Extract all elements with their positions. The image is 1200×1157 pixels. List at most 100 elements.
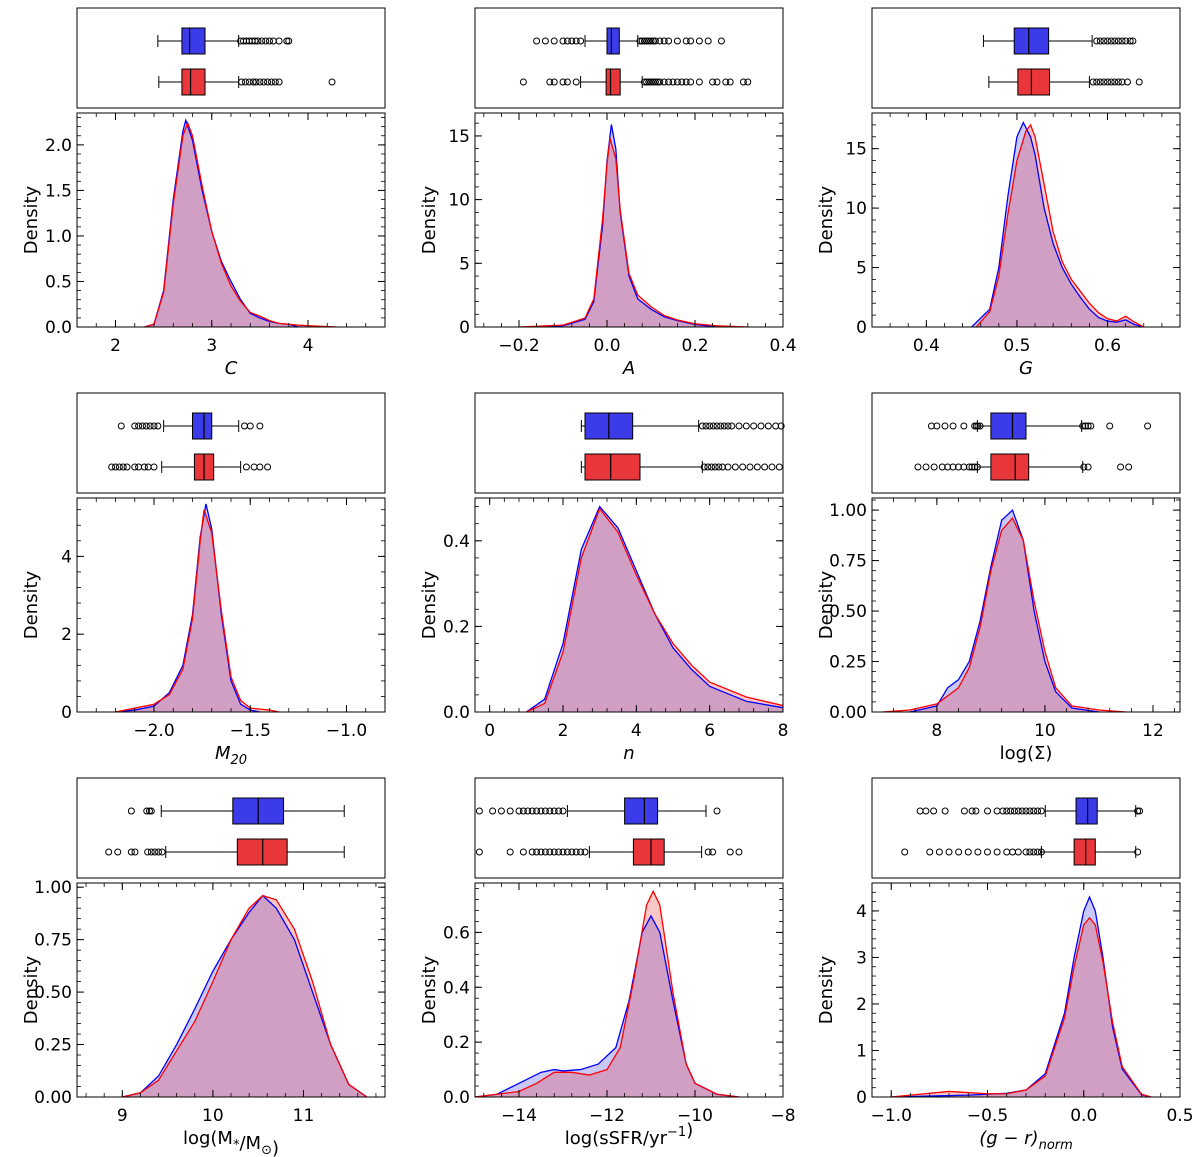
kde-line-blue [525, 505, 783, 712]
outlier-point [1144, 422, 1152, 430]
outlier-point [704, 848, 712, 856]
kde-fill-blue [475, 915, 739, 1097]
outlier-point [269, 37, 277, 45]
x-label-end: ) [686, 1120, 693, 1141]
kde-fill-blue [891, 896, 1152, 1097]
outlier-point [238, 78, 246, 86]
y-tick-label: 0.2 [443, 1033, 470, 1053]
outlier-point [965, 463, 973, 471]
subplot-C: 2 3 4 0.0 0.5 1.0 1.5 2.0 Density C [21, 7, 386, 379]
y-axis-label: Density [21, 955, 42, 1024]
outlier-point [1111, 78, 1119, 86]
x-tick-label: −10 [677, 1106, 713, 1126]
kde-line-red [144, 121, 337, 327]
outlier-point [1107, 37, 1115, 45]
outlier-point [704, 37, 712, 45]
outlier-point [1084, 463, 1092, 471]
boxplot-frame [474, 777, 784, 879]
density-plot-area [891, 895, 1152, 1097]
x-label-sub: norm [1039, 1138, 1073, 1153]
y-axis-label: Density [419, 570, 440, 639]
outlier-point [1003, 848, 1011, 856]
outlier-point [559, 37, 567, 45]
outlier-point [135, 422, 143, 430]
outlier-point [713, 78, 721, 86]
boxplot-frame [474, 392, 784, 494]
outlier-point [724, 463, 732, 471]
outlier-point [739, 463, 747, 471]
outlier-point [252, 78, 260, 86]
y-tick-label: 10 [845, 199, 867, 219]
y-tick-label: 4 [61, 547, 72, 567]
outlier-point [673, 37, 681, 45]
x-axis-label: log(M*/M⊙) [183, 1128, 279, 1157]
outlier-point [1111, 37, 1119, 45]
x-tick-label: 8 [778, 721, 789, 741]
y-tick-label: 15 [448, 127, 470, 147]
outlier-point [555, 848, 563, 856]
outlier-point [154, 422, 162, 430]
boxplot-frame [871, 392, 1181, 494]
y-tick-label: 0.25 [34, 1036, 72, 1056]
density-plot-area [971, 120, 1145, 327]
y-tick-label: 1.00 [829, 501, 867, 521]
outlier-point [131, 848, 139, 856]
outlier-point [645, 37, 653, 45]
kde-line-red [526, 507, 783, 712]
x-tick-label: −1.0 [326, 721, 367, 741]
y-axis-label: Density [419, 955, 440, 1024]
outlier-point [506, 807, 514, 815]
outlier-point [563, 848, 571, 856]
y-tick-label: 0.00 [829, 703, 867, 723]
boxplot-frame [76, 7, 386, 109]
box-blue [624, 797, 659, 825]
outlier-point [249, 78, 257, 86]
box-blue [990, 412, 1027, 440]
x-label-main: (g − r) [979, 1128, 1038, 1149]
y-tick-label: 0.0 [443, 703, 470, 723]
outlier-point [949, 463, 957, 471]
outlier-point [1114, 78, 1122, 86]
subplot-M20: −2.0 −1.5 −1.0 0 2 4 Density M20 [21, 392, 386, 768]
outlier-point [258, 37, 266, 45]
x-tick-label: 0.4 [913, 336, 940, 356]
y-tick-label: 3 [856, 948, 867, 968]
outlier-point [775, 463, 783, 471]
x-tick-label: −0.5 [967, 1106, 1008, 1126]
boxplot-panel [76, 777, 386, 879]
subplot-G: 0.4 0.5 0.6 0 5 10 15 Density G [816, 7, 1181, 379]
outlier-point [572, 848, 580, 856]
kde-fill-blue [144, 120, 308, 327]
outlier-point [528, 807, 536, 815]
outlier-point [955, 848, 963, 856]
outlier-point [722, 78, 730, 86]
kde-fill-red [115, 509, 280, 712]
outlier-point [283, 37, 291, 45]
outlier-point [651, 78, 659, 86]
y-axis-label: Density [816, 185, 837, 254]
outlier-point [971, 463, 979, 471]
outlier-point [935, 848, 943, 856]
outlier-point [550, 807, 558, 815]
y-tick-label: 10 [448, 191, 470, 211]
x-label-main: A [622, 358, 635, 379]
outlier-point [704, 463, 712, 471]
outlier-point [563, 37, 571, 45]
y-tick-label: 1.5 [45, 181, 72, 201]
outlier-point [764, 422, 772, 430]
outlier-point [115, 463, 123, 471]
x-tick-label: 9 [117, 1106, 128, 1126]
y-tick-label: 0.5 [45, 272, 72, 292]
outlier-point [660, 37, 668, 45]
outlier-point [546, 78, 554, 86]
x-label-sub: * [233, 1138, 240, 1153]
y-tick-label: 0 [61, 703, 72, 723]
density-frame [871, 497, 1181, 713]
y-tick-label: 0.75 [829, 552, 867, 572]
outlier-point [246, 422, 254, 430]
outlier-point [638, 37, 646, 45]
outlier-point [506, 848, 514, 856]
outlier-point [660, 78, 668, 86]
